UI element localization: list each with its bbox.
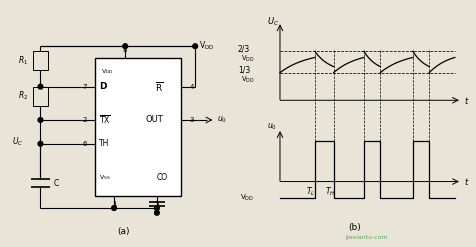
Text: 4: 4	[189, 84, 194, 90]
Text: $T_H$: $T_H$	[325, 186, 336, 198]
Text: jiexiantu·com: jiexiantu·com	[345, 235, 387, 240]
Text: 3: 3	[189, 117, 194, 123]
Text: 1: 1	[112, 202, 116, 207]
Circle shape	[38, 84, 43, 89]
Text: $\overline{\rm R}$: $\overline{\rm R}$	[155, 80, 163, 94]
Text: $T_L$: $T_L$	[306, 186, 315, 198]
Text: $\rm V_{DD}$: $\rm V_{DD}$	[199, 40, 214, 52]
Text: $\rm\overline{TX}$: $\rm\overline{TX}$	[99, 114, 110, 126]
Text: $\rm V_{SS}$: $\rm V_{SS}$	[99, 173, 110, 182]
Text: $R_1$: $R_1$	[18, 54, 28, 67]
Bar	[33, 51, 48, 70]
Text: OUT: OUT	[145, 116, 163, 124]
Bar	[95, 58, 181, 196]
Text: 6: 6	[82, 141, 87, 147]
Text: 2/3: 2/3	[238, 44, 250, 53]
Text: $\rm V_{DD}$: $\rm V_{DD}$	[241, 54, 255, 64]
Circle shape	[38, 118, 43, 122]
Text: D: D	[99, 82, 106, 91]
Text: $R_2$: $R_2$	[18, 90, 28, 103]
Bar	[33, 87, 48, 106]
Text: 7: 7	[82, 84, 87, 90]
Text: $U_C$: $U_C$	[12, 135, 23, 148]
Text: $u_0$: $u_0$	[267, 122, 277, 132]
Text: $U_C$: $U_C$	[267, 15, 279, 28]
Circle shape	[38, 141, 43, 146]
Text: (a): (a)	[118, 227, 130, 236]
Text: 5: 5	[155, 202, 159, 207]
Circle shape	[155, 210, 159, 215]
Circle shape	[193, 44, 198, 49]
Circle shape	[123, 44, 128, 49]
Text: 2: 2	[82, 117, 87, 123]
Text: $u_0$: $u_0$	[217, 115, 227, 125]
Text: (b): (b)	[348, 224, 361, 232]
Text: $t$: $t$	[464, 176, 470, 187]
Text: 1/3: 1/3	[238, 65, 250, 74]
Text: $t$: $t$	[464, 95, 470, 106]
Circle shape	[155, 206, 159, 210]
Text: CO: CO	[157, 173, 168, 182]
Text: TH: TH	[99, 139, 109, 148]
Circle shape	[112, 206, 117, 210]
Text: C: C	[53, 179, 59, 187]
Text: $\rm V_{DD}$: $\rm V_{DD}$	[101, 67, 114, 76]
Text: $\rm V_{DD}$: $\rm V_{DD}$	[241, 75, 255, 85]
Text: 8: 8	[123, 47, 128, 53]
Text: $\rm V_{DD}$: $\rm V_{DD}$	[240, 193, 255, 203]
